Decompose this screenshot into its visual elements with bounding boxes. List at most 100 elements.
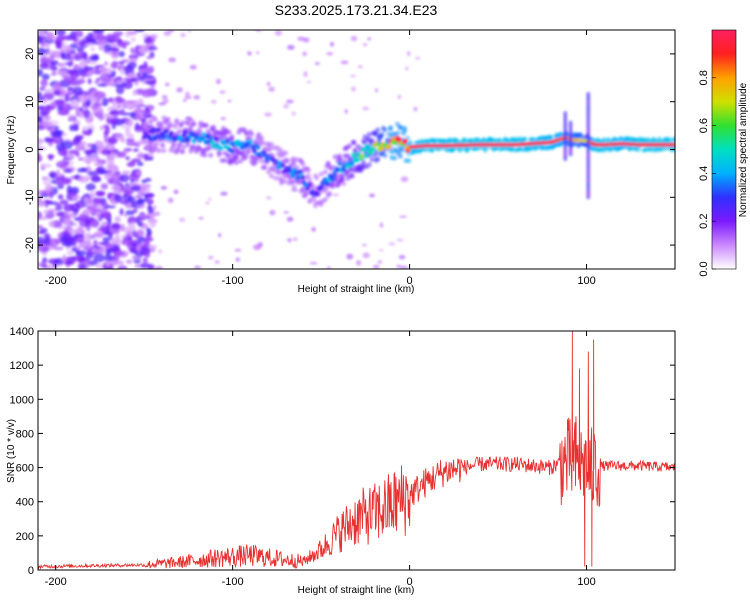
noise-blob xyxy=(100,221,108,227)
noise-blob xyxy=(125,156,130,161)
x-tick-label: -200 xyxy=(45,576,67,588)
noise-blob xyxy=(105,40,117,44)
ridge-streak xyxy=(586,169,591,174)
ridge-core xyxy=(169,130,174,136)
noise-blob xyxy=(161,95,168,99)
noise-blob xyxy=(154,211,161,216)
noise-blob xyxy=(76,46,85,53)
ridge-streak xyxy=(568,146,573,151)
ridge-core xyxy=(213,136,219,142)
colorbar-tick-label: 0.8 xyxy=(698,70,710,85)
noise-blob xyxy=(118,104,129,108)
noise-blob xyxy=(93,231,105,238)
ridge-halo xyxy=(392,155,398,161)
noise-blob xyxy=(68,229,81,235)
y-tick-label: -10 xyxy=(24,189,36,205)
noise-blob xyxy=(48,138,56,143)
noise-blob xyxy=(329,41,334,47)
noise-blob xyxy=(115,85,125,95)
noise-blob xyxy=(187,30,192,33)
ridge-core xyxy=(359,153,365,159)
noise-blob xyxy=(372,265,380,269)
noise-blob xyxy=(39,43,51,48)
ridge-halo xyxy=(179,120,185,126)
noise-blob xyxy=(287,44,295,51)
ridge-halo xyxy=(177,141,183,147)
noise-blob xyxy=(119,266,125,269)
noise-blob xyxy=(48,220,55,228)
noise-blob xyxy=(78,214,89,222)
noise-blob xyxy=(93,162,105,167)
noise-blob xyxy=(274,30,283,36)
noise-blob xyxy=(130,221,135,230)
noise-blob xyxy=(90,175,101,183)
ridge-halo xyxy=(668,137,674,143)
noise-blob xyxy=(140,262,151,269)
ridge-core xyxy=(181,133,187,138)
noise-blob xyxy=(269,209,276,216)
noise-blob xyxy=(399,215,408,218)
noise-blob xyxy=(145,107,150,113)
ridge-halo xyxy=(327,191,333,197)
noise-blob xyxy=(149,221,157,228)
noise-blob xyxy=(78,175,90,183)
ridge-halo xyxy=(283,150,289,156)
ridge-halo xyxy=(253,159,259,165)
noise-blob xyxy=(43,209,49,215)
noise-blob xyxy=(119,208,124,216)
noise-blob xyxy=(43,115,52,121)
ridge-core xyxy=(371,146,376,152)
ridge-halo xyxy=(369,139,375,145)
noise-blob xyxy=(126,230,134,237)
noise-blob xyxy=(136,229,144,237)
noise-blob xyxy=(65,256,76,266)
spectrogram-y-label: Frequency (Hz) xyxy=(6,116,17,185)
y-tick-label: 0 xyxy=(28,565,34,577)
noise-blob xyxy=(104,61,109,66)
noise-blob xyxy=(398,255,406,260)
noise-blob xyxy=(120,137,125,143)
ridge-streak xyxy=(563,114,568,119)
ridge-streak xyxy=(563,148,568,153)
y-tick-label: 400 xyxy=(16,497,34,509)
ridge-halo xyxy=(304,190,310,196)
noise-blob xyxy=(42,177,53,187)
noise-blob xyxy=(38,106,44,111)
ridge-halo xyxy=(174,118,180,124)
ridge-halo xyxy=(233,154,239,160)
ridge-core xyxy=(300,175,305,180)
ridge-streak xyxy=(586,186,591,191)
noise-blob xyxy=(247,51,252,56)
noise-blob xyxy=(38,47,47,56)
noise-blob xyxy=(142,72,148,77)
ridge-core xyxy=(252,148,257,153)
noise-blob xyxy=(173,189,179,195)
noise-blob xyxy=(105,205,116,209)
noise-blob xyxy=(120,223,126,232)
ridge-halo xyxy=(346,143,352,149)
ridge-streak xyxy=(586,117,591,122)
noise-blob xyxy=(266,81,271,87)
noise-blob xyxy=(82,155,94,164)
noise-blob xyxy=(55,176,65,180)
ridge-halo xyxy=(249,131,255,137)
noise-blob xyxy=(116,260,124,266)
noise-blob xyxy=(108,115,115,119)
noise-blob xyxy=(130,77,138,83)
noise-blob xyxy=(113,118,125,126)
ridge-streak xyxy=(568,149,573,154)
ridge-streak xyxy=(586,109,591,114)
noise-blob xyxy=(179,217,186,222)
ridge-core xyxy=(325,181,330,186)
ridge-streak xyxy=(586,160,591,165)
ridge-halo xyxy=(349,173,355,179)
ridge-streak xyxy=(586,152,591,157)
noise-blob xyxy=(52,129,64,138)
noise-blob xyxy=(120,40,131,46)
noise-blob xyxy=(50,124,56,132)
noise-blob xyxy=(50,72,57,76)
ridge-halo xyxy=(329,184,335,190)
noise-blob xyxy=(66,250,74,256)
noise-blob xyxy=(70,71,80,80)
noise-blob xyxy=(48,258,60,265)
